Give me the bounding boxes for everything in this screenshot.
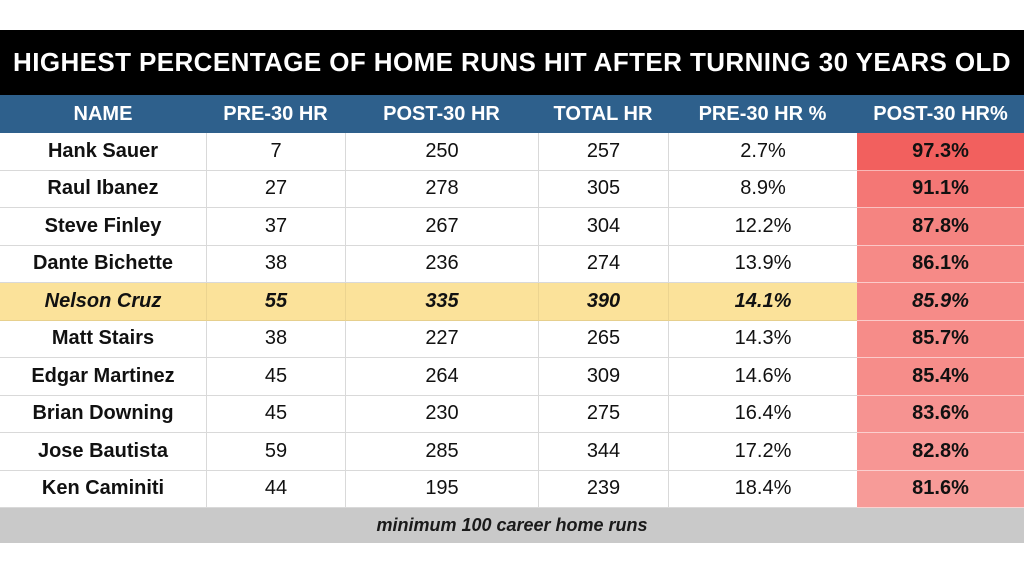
post30-hr-cell: 264	[345, 358, 538, 396]
post30-pct-cell: 82.8%	[857, 433, 1024, 471]
post30-hr-cell: 227	[345, 320, 538, 358]
total-hr-cell: 274	[538, 245, 668, 283]
pre30-hr-cell: 55	[206, 283, 345, 321]
post30-pct-cell: 91.1%	[857, 170, 1024, 208]
player-name-cell: Matt Stairs	[0, 321, 206, 358]
pre30-pct-cell: 14.6%	[668, 358, 857, 396]
player-name-cell: Steve Finley	[0, 208, 206, 246]
table-row: Steve Finley 37 267 304 12.2% 87.8%	[0, 208, 1024, 246]
pre30-pct-cell: 12.2%	[668, 208, 857, 246]
player-name-cell: Nelson Cruz	[0, 283, 206, 321]
post30-pct-cell: 83.6%	[857, 395, 1024, 433]
post30-pct-cell: 85.4%	[857, 358, 1024, 396]
total-hr-cell: 275	[538, 395, 668, 433]
table-row: Matt Stairs 38 227 265 14.3% 85.7%	[0, 320, 1024, 358]
title-bar: HIGHEST PERCENTAGE OF HOME RUNS HIT AFTE…	[0, 30, 1024, 95]
table-row: Brian Downing 45 230 275 16.4% 83.6%	[0, 395, 1024, 433]
pre30-pct-cell: 17.2%	[668, 433, 857, 471]
total-hr-cell: 239	[538, 470, 668, 508]
pre30-hr-cell: 44	[206, 470, 345, 508]
pre30-pct-cell: 14.3%	[668, 320, 857, 358]
post30-hr-cell: 195	[345, 470, 538, 508]
col-header-post30-hr: POST-30 HR	[383, 102, 500, 125]
total-hr-cell: 265	[538, 320, 668, 358]
table-header-row: NAME PRE-30 HR POST-30 HR TOTAL HR PRE-3…	[0, 95, 1024, 133]
footnote-bar: minimum 100 career home runs	[0, 508, 1024, 543]
post30-hr-cell: 250	[345, 133, 538, 171]
page-title: HIGHEST PERCENTAGE OF HOME RUNS HIT AFTE…	[13, 47, 1011, 77]
table-row: Ken Caminiti 44 195 239 18.4% 81.6%	[0, 470, 1024, 508]
pre30-hr-cell: 37	[206, 208, 345, 246]
col-header-total-hr: TOTAL HR	[553, 102, 653, 125]
pre30-pct-cell: 14.1%	[668, 283, 857, 321]
player-name-cell: Raul Ibanez	[0, 171, 206, 208]
pre30-hr-cell: 59	[206, 433, 345, 471]
table-row-highlighted: Nelson Cruz 55 335 390 14.1% 85.9%	[0, 283, 1024, 321]
post30-hr-cell: 278	[345, 170, 538, 208]
table-row: Dante Bichette 38 236 274 13.9% 86.1%	[0, 245, 1024, 283]
player-name-cell: Hank Sauer	[0, 133, 206, 171]
stats-table: NAME PRE-30 HR POST-30 HR TOTAL HR PRE-3…	[0, 95, 1024, 508]
post30-pct-cell: 86.1%	[857, 245, 1024, 283]
table-row: Hank Sauer 7 250 257 2.7% 97.3%	[0, 133, 1024, 171]
post30-pct-cell: 85.9%	[857, 283, 1024, 321]
pre30-hr-cell: 38	[206, 245, 345, 283]
post30-pct-cell: 81.6%	[857, 470, 1024, 508]
post30-hr-cell: 267	[345, 208, 538, 246]
pre30-hr-cell: 7	[206, 133, 345, 171]
post30-pct-cell: 97.3%	[857, 133, 1024, 171]
total-hr-cell: 257	[538, 133, 668, 171]
total-hr-cell: 305	[538, 170, 668, 208]
post30-pct-cell: 87.8%	[857, 208, 1024, 246]
post30-hr-cell: 236	[345, 245, 538, 283]
post30-hr-cell: 335	[345, 283, 538, 321]
pre30-pct-cell: 13.9%	[668, 245, 857, 283]
player-name-cell: Brian Downing	[0, 396, 206, 433]
pre30-pct-cell: 16.4%	[668, 395, 857, 433]
col-header-pre30-pct: PRE-30 HR %	[698, 102, 827, 125]
pre30-pct-cell: 2.7%	[668, 133, 857, 171]
pre30-hr-cell: 45	[206, 358, 345, 396]
col-header-pre30-hr: PRE-30 HR	[223, 102, 328, 125]
top-margin	[0, 0, 1024, 30]
total-hr-cell: 309	[538, 358, 668, 396]
footnote-text: minimum 100 career home runs	[376, 515, 648, 535]
col-header-post30-pct: POST-30 HR%	[873, 102, 1008, 125]
table-row: Jose Bautista 59 285 344 17.2% 82.8%	[0, 433, 1024, 471]
pre30-hr-cell: 27	[206, 170, 345, 208]
post30-hr-cell: 230	[345, 395, 538, 433]
col-header-name: NAME	[73, 102, 133, 125]
player-name-cell: Edgar Martinez	[0, 358, 206, 396]
total-hr-cell: 304	[538, 208, 668, 246]
post30-hr-cell: 285	[345, 433, 538, 471]
total-hr-cell: 344	[538, 433, 668, 471]
table-row: Edgar Martinez 45 264 309 14.6% 85.4%	[0, 358, 1024, 396]
table-row: Raul Ibanez 27 278 305 8.9% 91.1%	[0, 170, 1024, 208]
player-name-cell: Dante Bichette	[0, 246, 206, 283]
total-hr-cell: 390	[538, 283, 668, 321]
post30-pct-cell: 85.7%	[857, 320, 1024, 358]
pre30-hr-cell: 38	[206, 320, 345, 358]
pre30-pct-cell: 18.4%	[668, 470, 857, 508]
player-name-cell: Jose Bautista	[0, 433, 206, 471]
player-name-cell: Ken Caminiti	[0, 471, 206, 508]
pre30-pct-cell: 8.9%	[668, 170, 857, 208]
pre30-hr-cell: 45	[206, 395, 345, 433]
